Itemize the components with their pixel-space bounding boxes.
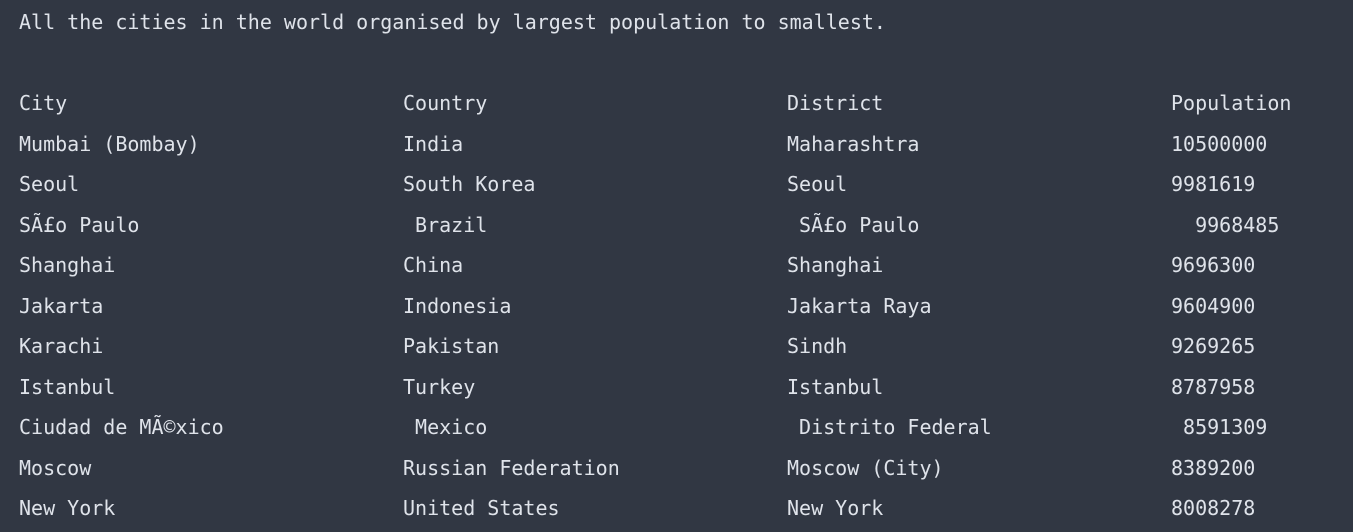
table-cell: New York: [19, 496, 116, 520]
table-cell: SÃ£o Paulo: [19, 212, 140, 237]
table-cell: 9604900: [1171, 293, 1256, 318]
table-cell: Seoul: [787, 172, 848, 196]
table-cell: 9696300: [1171, 253, 1256, 277]
table-cell: Russian Federation: [403, 455, 620, 480]
table-cell: Turkey: [403, 374, 476, 399]
table-cell: South Korea: [403, 172, 536, 196]
table-cell: Mexico: [403, 415, 488, 439]
table-cell: India: [403, 131, 464, 156]
table-cell: China: [403, 253, 464, 277]
table-cell: Istanbul: [787, 374, 884, 399]
table-cell: Distrito Federal: [787, 415, 992, 439]
intro-text: All the cities in the world organised by…: [19, 10, 886, 34]
table-cell: Jakarta Raya: [787, 293, 932, 318]
table-cell: 9269265: [1171, 334, 1256, 358]
table-cell: Sindh: [787, 334, 848, 358]
column-header: Population: [1171, 91, 1292, 115]
table-cell: Moscow: [19, 455, 92, 480]
table-cell: Shanghai: [19, 253, 116, 277]
table-cell: Istanbul: [19, 374, 116, 399]
table-cell: United States: [403, 496, 560, 520]
table-cell: New York: [787, 496, 884, 520]
table-cell: 8591309: [1171, 415, 1268, 439]
table-cell: Pakistan: [403, 334, 500, 358]
table-cell: Seoul: [19, 172, 80, 196]
table-cell: Jakarta: [19, 293, 104, 318]
table-cell: 10500000: [1171, 131, 1268, 156]
table-cell: 9981619: [1171, 172, 1256, 196]
table-cell: 8389200: [1171, 455, 1256, 480]
table-cell: 8008278: [1171, 496, 1256, 520]
table-cell: Mumbai (Bombay): [19, 131, 200, 156]
table-cell: Indonesia: [403, 293, 512, 318]
table-cell: Brazil: [403, 212, 488, 237]
column-header: Country: [403, 91, 488, 115]
table-cell: SÃ£o Paulo: [787, 212, 920, 237]
table-cell: Shanghai: [787, 253, 884, 277]
column-header: City: [19, 91, 68, 115]
column-header: District: [787, 91, 884, 115]
table-cell: Ciudad de MÃ©xico: [19, 415, 224, 439]
table-cell: Maharashtra: [787, 131, 920, 156]
table-cell: 8787958: [1171, 374, 1256, 399]
table-cell: 9968485: [1171, 212, 1280, 237]
table-cell: Moscow (City): [787, 455, 944, 480]
table-cell: Karachi: [19, 334, 104, 358]
